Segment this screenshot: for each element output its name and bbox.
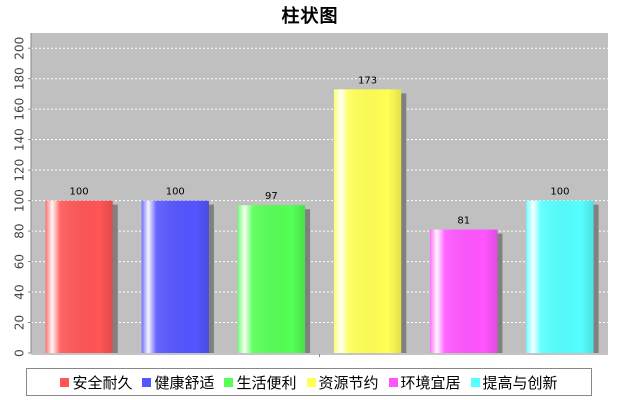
legend-swatch — [306, 377, 316, 387]
data-label: 100 — [550, 187, 569, 198]
bar-highlight — [333, 89, 402, 353]
bar-highlight — [430, 229, 498, 353]
legend-label: 生活便利 — [236, 373, 297, 392]
bar-chart: 0 20 40 60 80 100 120 140 160 180 200 100 100 97 173 8… — [13, 33, 608, 357]
legend-swatch — [388, 377, 398, 387]
legend-label: 健康舒适 — [154, 373, 215, 392]
bar-highlight — [45, 200, 113, 353]
y-tick-label: 160 — [13, 98, 27, 121]
legend-swatch — [224, 377, 234, 387]
y-tick-label: 100 — [13, 189, 27, 212]
legend-item: 提高与创新 — [470, 372, 558, 393]
plot-area — [31, 33, 608, 353]
legend-label: 提高与创新 — [482, 373, 558, 392]
legend-swatch — [142, 377, 152, 387]
y-tick-label: 200 — [13, 37, 27, 60]
legend-item: 安全耐久 — [60, 372, 132, 393]
legend-item: 环境宜居 — [388, 372, 461, 393]
legend-item: 资源节约 — [306, 372, 379, 393]
legend-label: 环境宜居 — [400, 373, 461, 392]
legend-label: 安全耐久 — [72, 373, 133, 392]
data-label: 173 — [358, 75, 377, 86]
y-tick-label: 60 — [13, 254, 27, 269]
data-label: 81 — [457, 216, 470, 227]
y-tick-label: 140 — [13, 128, 27, 151]
legend-label: 资源节约 — [318, 373, 379, 392]
data-label: 100 — [70, 187, 89, 198]
data-label: 97 — [265, 191, 278, 202]
legend-swatch — [60, 377, 70, 387]
y-tick-label: 80 — [13, 223, 27, 238]
legend-item: 生活便利 — [224, 372, 297, 393]
y-tick-label: 40 — [13, 284, 27, 299]
bar-highlight — [141, 200, 209, 353]
legend-swatch — [470, 377, 480, 387]
legend: 安全耐久 健康舒适 生活便利 资源节约 环境宜居 提高与创新 — [26, 368, 592, 396]
y-tick-label: 20 — [13, 315, 27, 330]
bar-highlight — [237, 205, 306, 353]
chart-title: 柱状图 — [281, 6, 339, 27]
bar-highlight — [526, 200, 594, 353]
data-label: 100 — [166, 187, 185, 198]
y-tick-label: 0 — [13, 349, 27, 357]
legend-item: 健康舒适 — [142, 372, 214, 393]
y-tick-label: 120 — [13, 159, 27, 182]
y-tick-label: 180 — [13, 67, 27, 90]
